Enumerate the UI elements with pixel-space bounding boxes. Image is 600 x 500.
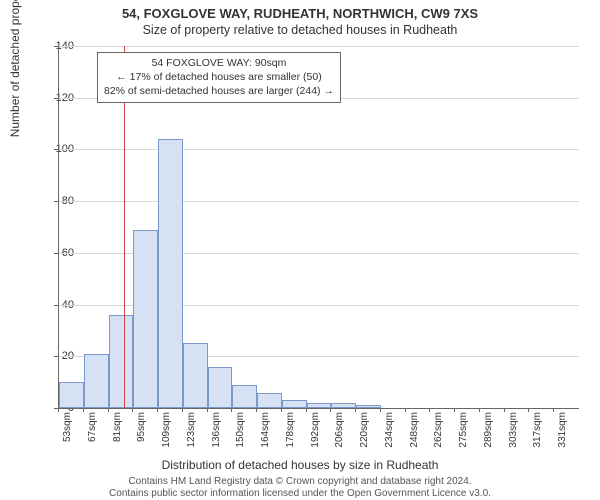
title-subtitle: Size of property relative to detached ho… <box>0 21 600 37</box>
chart-container: 54, FOXGLOVE WAY, RUDHEATH, NORTHWICH, C… <box>0 0 600 500</box>
x-tick-mark <box>306 408 307 412</box>
annotation-line-2: ← 17% of detached houses are smaller (50… <box>104 70 334 84</box>
histogram-bar <box>356 405 381 408</box>
histogram-bar <box>59 382 84 408</box>
x-tick-label: 123sqm <box>186 412 197 462</box>
gridline <box>59 149 579 150</box>
x-tick-mark <box>454 408 455 412</box>
y-axis-label: Number of detached properties <box>8 0 22 137</box>
title-address: 54, FOXGLOVE WAY, RUDHEATH, NORTHWICH, C… <box>0 0 600 21</box>
x-tick-label: 234sqm <box>384 412 395 462</box>
x-axis-label: Distribution of detached houses by size … <box>0 458 600 472</box>
histogram-bar <box>109 315 134 408</box>
histogram-bar <box>282 400 307 408</box>
histogram-bar <box>208 367 233 408</box>
x-tick-mark <box>58 408 59 412</box>
x-tick-mark <box>132 408 133 412</box>
x-tick-label: 178sqm <box>285 412 296 462</box>
x-tick-label: 303sqm <box>508 412 519 462</box>
x-tick-label: 289sqm <box>483 412 494 462</box>
footer-attribution: Contains HM Land Registry data © Crown c… <box>0 476 600 500</box>
annotation-line-1: 54 FOXGLOVE WAY: 90sqm <box>104 56 334 70</box>
x-tick-label: 206sqm <box>334 412 345 462</box>
x-tick-label: 220sqm <box>359 412 370 462</box>
x-tick-label: 81sqm <box>112 412 123 462</box>
x-tick-mark <box>355 408 356 412</box>
x-tick-label: 53sqm <box>62 412 73 462</box>
x-tick-label: 317sqm <box>532 412 543 462</box>
x-tick-mark <box>108 408 109 412</box>
annotation-box: 54 FOXGLOVE WAY: 90sqm ← 17% of detached… <box>97 52 341 103</box>
x-tick-mark <box>380 408 381 412</box>
x-tick-mark <box>281 408 282 412</box>
histogram-bar <box>331 403 356 408</box>
x-tick-mark <box>182 408 183 412</box>
x-tick-label: 164sqm <box>260 412 271 462</box>
x-tick-label: 95sqm <box>136 412 147 462</box>
x-tick-mark <box>479 408 480 412</box>
histogram-bar <box>232 385 257 408</box>
x-tick-mark <box>553 408 554 412</box>
annotation-line-3: 82% of semi-detached houses are larger (… <box>104 84 334 98</box>
plot-area: 54 FOXGLOVE WAY: 90sqm ← 17% of detached… <box>58 46 579 409</box>
histogram-bar <box>84 354 109 408</box>
x-tick-label: 331sqm <box>557 412 568 462</box>
footer-line-1: Contains HM Land Registry data © Crown c… <box>0 476 600 488</box>
x-tick-mark <box>157 408 158 412</box>
x-tick-mark <box>207 408 208 412</box>
gridline <box>59 201 579 202</box>
histogram-bar <box>133 230 158 408</box>
x-tick-label: 67sqm <box>87 412 98 462</box>
x-tick-label: 192sqm <box>310 412 321 462</box>
x-tick-mark <box>405 408 406 412</box>
histogram-bar <box>183 343 208 408</box>
x-tick-mark <box>83 408 84 412</box>
x-tick-mark <box>330 408 331 412</box>
x-tick-mark <box>231 408 232 412</box>
x-tick-label: 136sqm <box>211 412 222 462</box>
x-tick-label: 109sqm <box>161 412 172 462</box>
histogram-bar <box>257 393 282 409</box>
x-tick-label: 150sqm <box>235 412 246 462</box>
histogram-bar <box>307 403 332 408</box>
x-tick-mark <box>504 408 505 412</box>
x-tick-label: 275sqm <box>458 412 469 462</box>
x-tick-label: 248sqm <box>409 412 420 462</box>
footer-line-2: Contains public sector information licen… <box>0 488 600 500</box>
gridline <box>59 46 579 47</box>
x-tick-label: 262sqm <box>433 412 444 462</box>
histogram-bar <box>158 139 183 408</box>
x-tick-mark <box>528 408 529 412</box>
x-tick-mark <box>256 408 257 412</box>
x-tick-mark <box>429 408 430 412</box>
